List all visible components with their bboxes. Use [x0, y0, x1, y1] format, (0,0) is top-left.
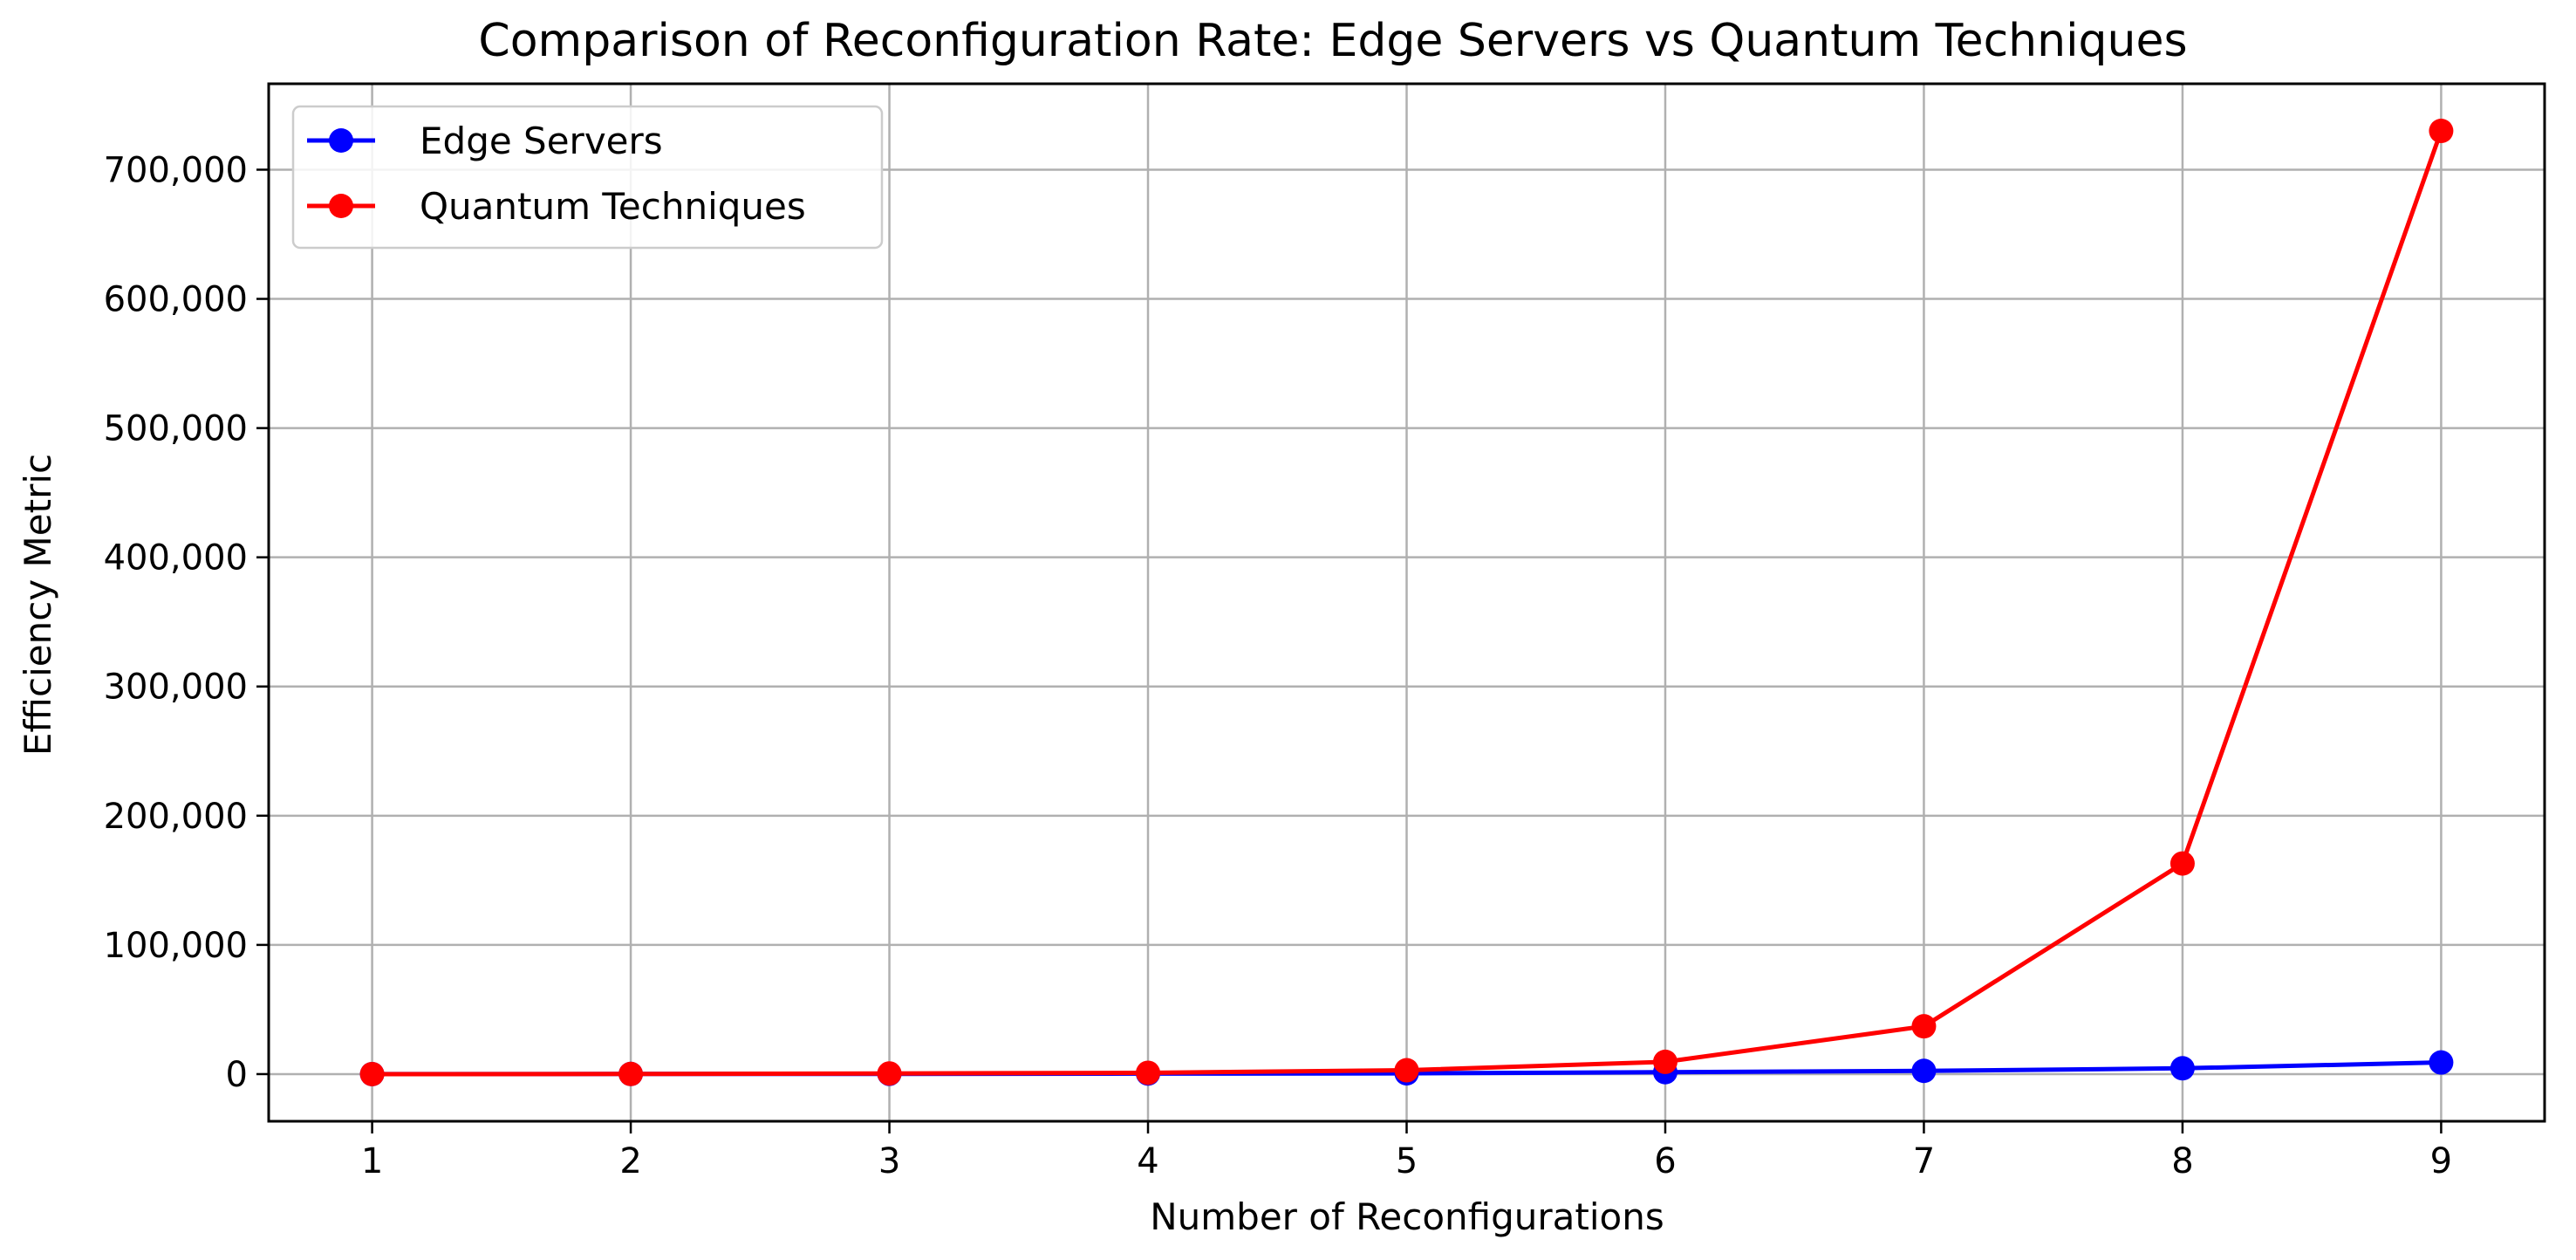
legend-item-edge-servers: Edge Servers: [307, 120, 663, 162]
legend-item-quantum-techniques: Quantum Techniques: [307, 185, 806, 228]
data-point-quantum-techniques: [2429, 119, 2454, 144]
data-point-quantum-techniques: [2169, 851, 2195, 876]
y-tick-label: 0: [226, 1055, 248, 1095]
data-point-edge-servers: [2169, 1056, 2195, 1081]
y-tick-label: 400,000: [104, 538, 248, 579]
series-quantum-techniques: [359, 119, 2454, 1086]
x-tick-label: 8: [2171, 1141, 2193, 1181]
legend: Edge Servers Quantum Techniques: [291, 105, 884, 250]
legend-box: [291, 105, 884, 250]
data-point-edge-servers: [2429, 1050, 2454, 1075]
data-point-quantum-techniques: [877, 1061, 902, 1086]
data-point-quantum-techniques: [618, 1061, 644, 1086]
data-point-quantum-techniques: [1652, 1049, 1677, 1074]
legend-label: Quantum Techniques: [420, 185, 806, 228]
y-axis-title: Efficiency Metric: [17, 454, 59, 756]
y-tick-label: 600,000: [104, 280, 248, 320]
y-tick-label: 500,000: [104, 409, 248, 449]
y-tick-label: 700,000: [104, 150, 248, 190]
data-point-quantum-techniques: [1394, 1058, 1419, 1083]
x-tick-label: 5: [1396, 1141, 1418, 1181]
data-point-quantum-techniques: [359, 1061, 385, 1086]
axis-ticks: 1 2 3 4 5 6 7 8 9 0 100,000 200,000 300,000 400,000 50…: [104, 150, 2453, 1181]
data-point-quantum-techniques: [1911, 1014, 1937, 1039]
x-tick-label: 7: [1913, 1141, 1935, 1181]
y-tick-label: 100,000: [104, 926, 248, 966]
x-tick-label: 4: [1137, 1141, 1158, 1181]
x-axis-title: Number of Reconfigurations: [1150, 1195, 1664, 1238]
chart-title: Comparison of Reconfiguration Rate: Edge…: [478, 15, 2187, 67]
legend-marker: [329, 194, 353, 218]
y-tick-label: 200,000: [104, 797, 248, 837]
data-point-edge-servers: [1911, 1058, 1937, 1084]
x-tick-label: 3: [878, 1141, 900, 1181]
x-tick-label: 1: [361, 1141, 383, 1181]
legend-marker: [329, 128, 353, 153]
data-point-quantum-techniques: [1136, 1060, 1161, 1085]
x-tick-label: 9: [2430, 1141, 2452, 1181]
series-layer: [359, 119, 2454, 1086]
x-tick-label: 6: [1654, 1141, 1676, 1181]
legend-label: Edge Servers: [420, 120, 663, 162]
y-tick-label: 300,000: [104, 668, 248, 708]
x-tick-label: 2: [619, 1141, 641, 1181]
